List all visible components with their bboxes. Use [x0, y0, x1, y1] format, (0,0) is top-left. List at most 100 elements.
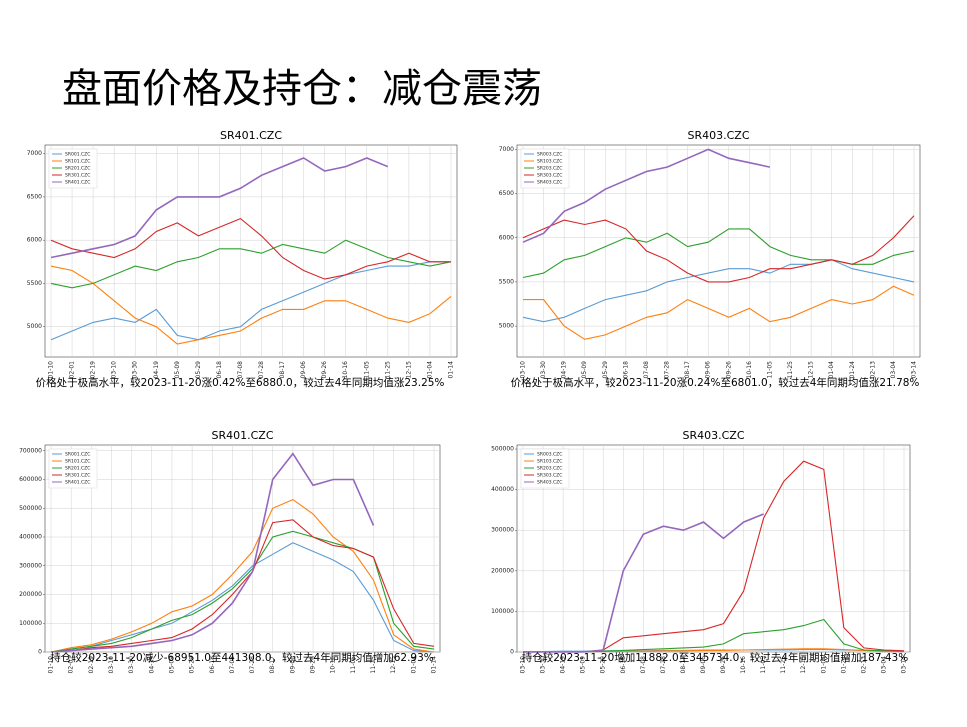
x-tick-label: 02-13 [860, 656, 867, 674]
x-tick-label: 07-08 [229, 656, 236, 674]
series-line [50, 530, 435, 653]
x-tick-label: 07-08 [237, 361, 244, 379]
y-tick-label: 400000 [491, 486, 514, 493]
y-tick-label: 300000 [19, 562, 42, 569]
legend-label: SR003.CZC [537, 152, 562, 158]
x-tick-label: 04-19 [153, 361, 160, 379]
x-tick-label: 09-26 [725, 361, 732, 379]
x-tick-label: 12-15 [808, 361, 815, 379]
x-tick-label: 09-26 [321, 361, 328, 379]
legend-label: SR101.CZC [65, 159, 90, 165]
legend-label: SR303.CZC [537, 473, 562, 479]
legend-label: SR201.CZC [65, 466, 90, 472]
series-line [522, 148, 771, 243]
x-tick-label: 02-19 [88, 656, 95, 674]
y-tick-label: 5500 [499, 278, 514, 285]
slide-title: 盘面价格及持仓：减仓震荡 [62, 66, 542, 112]
legend-label: SR403.CZC [537, 480, 562, 486]
series-line [50, 157, 389, 259]
x-tick-label: 05-29 [195, 361, 202, 379]
x-tick-label: 11-05 [760, 656, 767, 674]
y-tick-label: 600000 [19, 476, 42, 483]
y-tick-label: 5000 [499, 323, 514, 330]
y-tick-label: 200000 [19, 591, 42, 598]
y-tick-label: 6500 [499, 190, 514, 197]
legend-label: SR201.CZC [65, 166, 90, 172]
chart-title: SR401.CZC [220, 129, 282, 142]
x-tick-label: 10-16 [746, 361, 753, 379]
x-tick-label: 12-15 [800, 656, 807, 674]
x-tick-label: 03-04 [880, 656, 887, 674]
x-tick-label: 11-05 [766, 361, 773, 379]
x-tick-label: 04-19 [560, 656, 567, 674]
x-tick-label: 11-25 [370, 656, 377, 674]
x-tick-label: 06-18 [216, 361, 223, 379]
chart-annotation: 价格处于极高水平，较2023-11-20涨0.42%至6880.0，较过去4年同… [36, 376, 445, 389]
x-tick-label: 10-16 [740, 656, 747, 674]
x-tick-label: 05-09 [580, 656, 587, 674]
x-tick-label: 11-25 [780, 656, 787, 674]
y-tick-label: 6500 [27, 193, 42, 200]
chart-annotation: 价格处于极高水平，较2023-11-20涨0.24%至6801.0，较过去4年同… [511, 376, 920, 389]
x-tick-label: 01-04 [820, 656, 827, 674]
x-tick-label: 03-30 [540, 656, 547, 674]
series-line [50, 239, 452, 289]
x-tick-label: 08-17 [279, 361, 286, 379]
legend-label: SR103.CZC [537, 159, 562, 165]
x-tick-label: 03-04 [890, 361, 897, 379]
x-tick-label: 01-04 [410, 656, 417, 674]
x-tick-label: 05-09 [168, 656, 175, 674]
x-tick-label: 05-29 [602, 361, 609, 379]
legend-label: SR101.CZC [65, 459, 90, 465]
x-tick-label: 09-06 [300, 361, 307, 379]
y-tick-label: 6000 [27, 237, 42, 244]
x-tick-label: 11-05 [363, 361, 370, 379]
x-tick-label: 11-25 [384, 361, 391, 379]
y-tick-label: 7000 [499, 146, 514, 153]
x-tick-label: 07-08 [643, 361, 650, 379]
x-tick-label: 01-24 [840, 656, 847, 674]
x-tick-label: 08-17 [680, 656, 687, 674]
x-tick-label: 03-10 [111, 361, 118, 379]
x-tick-label: 01-14 [431, 656, 438, 674]
series-line [522, 259, 915, 323]
x-tick-label: 03-30 [128, 656, 135, 674]
series-line [522, 228, 915, 279]
legend-label: SR301.CZC [65, 173, 90, 179]
series-line [523, 513, 764, 653]
legend-label: SR001.CZC [65, 152, 90, 158]
x-tick-label: 03-30 [132, 361, 139, 379]
x-tick-label: 03-14 [901, 656, 908, 674]
series-line [50, 261, 451, 341]
series-line [50, 519, 435, 653]
x-tick-label: 02-01 [68, 656, 75, 674]
x-tick-label: 02-13 [869, 361, 876, 379]
x-tick-label: 10-16 [330, 656, 337, 674]
x-tick-label: 11-05 [350, 656, 357, 674]
series-line [50, 542, 435, 653]
x-tick-label: 01-14 [448, 361, 455, 379]
legend-label: SR103.CZC [537, 459, 562, 465]
chart-title: SR401.CZC [211, 429, 273, 442]
series-line [522, 215, 915, 283]
legend-label: SR003.CZC [537, 452, 562, 458]
legend-label: SR401.CZC [65, 480, 90, 486]
y-tick-label: 5500 [27, 280, 42, 287]
x-tick-label: 06-18 [622, 361, 629, 379]
legend-label: SR203.CZC [537, 466, 562, 472]
x-tick-label: 10-16 [342, 361, 349, 379]
x-tick-label: 09-26 [720, 656, 727, 674]
chart-title: SR403.CZC [682, 429, 744, 442]
x-tick-label: 07-08 [640, 656, 647, 674]
y-tick-label: 200000 [491, 567, 514, 574]
x-tick-label: 08-17 [684, 361, 691, 379]
x-tick-label: 01-04 [828, 361, 835, 379]
x-tick-label: 07-28 [664, 361, 671, 379]
x-tick-label: 04-19 [561, 361, 568, 379]
chart-annotation: 持仓较2023-11-20减少-68951.0至441308.0，较过去4年同期… [50, 651, 434, 664]
series-line [50, 452, 375, 653]
plot-frame [44, 144, 458, 358]
x-tick-label: 03-10 [520, 656, 527, 674]
x-tick-label: 03-30 [540, 361, 547, 379]
